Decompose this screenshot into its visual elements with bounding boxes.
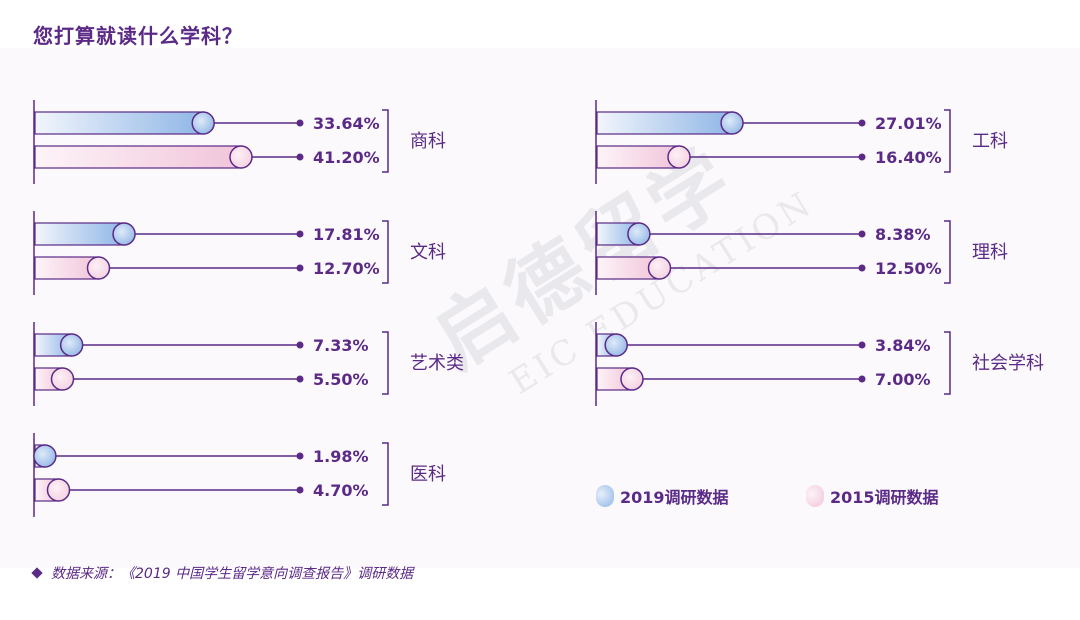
- group-1-value-label-2019: 17.81%: [313, 225, 380, 244]
- legend-label-2015: 2015调研数据: [830, 488, 939, 507]
- group-3-end-dot-2019: [296, 452, 304, 460]
- group-5-category-label: 理科: [972, 242, 1008, 263]
- group-6-category-label: 社会学科: [972, 353, 1044, 374]
- group-4-end-dot-2015: [858, 153, 866, 161]
- data-source-text: 数据来源：《2019 中国学生留学意向调查报告》调研数据: [51, 566, 414, 582]
- legend-swatch-2015: [806, 485, 824, 507]
- group-4-value-label-2019: 27.01%: [875, 114, 942, 133]
- group-4-end-dot-2019: [858, 119, 866, 127]
- legend-item-2019: 2019调研数据: [596, 484, 729, 508]
- group-0-bar-2015: [34, 145, 242, 169]
- group-4-bracket: [944, 109, 951, 173]
- group-6-cap-2015: [620, 367, 644, 391]
- group-4-cap-2015: [667, 145, 691, 169]
- diamond-icon: [31, 567, 43, 579]
- group-0-bracket: [382, 109, 389, 173]
- group-1-category-label: 文科: [410, 242, 446, 263]
- group-2-value-label-2015: 5.50%: [313, 370, 369, 389]
- group-0-cap-2015: [229, 145, 253, 169]
- group-3-cap-2019: [33, 444, 57, 468]
- group-2-end-dot-2019: [296, 341, 304, 349]
- group-0-bar-2019: [34, 111, 204, 135]
- legend-swatch-2019: [596, 485, 614, 507]
- group-2-cap-2019: [59, 333, 84, 357]
- group-0-end-dot-2019: [296, 119, 304, 127]
- chart-panel: [0, 48, 1080, 568]
- group-0-category-label: 商科: [410, 131, 446, 152]
- legend-item-2015: 2015调研数据: [806, 484, 939, 508]
- legend-label-2019: 2019调研数据: [620, 488, 729, 507]
- group-0-cap-2019: [191, 111, 215, 135]
- group-1-end-dot-2015: [296, 264, 304, 272]
- group-0-end-dot-2015: [296, 153, 304, 161]
- group-4-value-label-2015: 16.40%: [875, 148, 942, 167]
- group-6-end-dot-2015: [858, 375, 866, 383]
- group-2-cap-2015: [50, 367, 75, 391]
- group-6-cap-2019: [604, 333, 628, 357]
- group-5-cap-2019: [627, 222, 651, 246]
- group-3-value-label-2019: 1.98%: [313, 447, 369, 466]
- group-1-end-dot-2019: [296, 230, 304, 238]
- group-6-value-label-2019: 3.84%: [875, 336, 931, 355]
- group-5-end-dot-2015: [858, 264, 866, 272]
- group-3-bracket: [382, 442, 389, 506]
- group-4-bar-2019: [596, 111, 733, 135]
- group-1-bracket: [382, 220, 389, 284]
- group-5-value-label-2019: 8.38%: [875, 225, 931, 244]
- group-4-category-label: 工科: [972, 131, 1008, 152]
- group-1-cap-2019: [112, 222, 136, 246]
- group-4-cap-2019: [720, 111, 744, 135]
- group-1-bar-2019: [34, 222, 125, 246]
- group-2-category-label: 艺术类: [410, 353, 464, 374]
- group-3-cap-2015: [46, 478, 71, 502]
- group-6-end-dot-2019: [858, 341, 866, 349]
- group-2-end-dot-2015: [296, 375, 304, 383]
- group-2-bracket: [382, 331, 389, 395]
- group-0-value-label-2019: 33.64%: [313, 114, 380, 133]
- data-source-note: 数据来源：《2019 中国学生留学意向调查报告》调研数据: [31, 563, 414, 583]
- group-5-cap-2015: [647, 256, 672, 280]
- group-1-cap-2015: [86, 256, 111, 280]
- group-4-bar-2015: [596, 145, 680, 169]
- group-3-end-dot-2015: [296, 486, 304, 494]
- group-6-bracket: [944, 331, 951, 395]
- group-1-value-label-2015: 12.70%: [313, 259, 380, 278]
- chart-title: 您打算就读什么学科？: [33, 24, 243, 48]
- group-3-category-label: 医科: [410, 464, 446, 485]
- group-5-bracket: [944, 220, 951, 284]
- group-5-value-label-2015: 12.50%: [875, 259, 942, 278]
- group-5-end-dot-2019: [858, 230, 866, 238]
- group-0-value-label-2015: 41.20%: [313, 148, 380, 167]
- group-2-value-label-2019: 7.33%: [313, 336, 369, 355]
- group-6-value-label-2015: 7.00%: [875, 370, 931, 389]
- group-3-value-label-2015: 4.70%: [313, 481, 369, 500]
